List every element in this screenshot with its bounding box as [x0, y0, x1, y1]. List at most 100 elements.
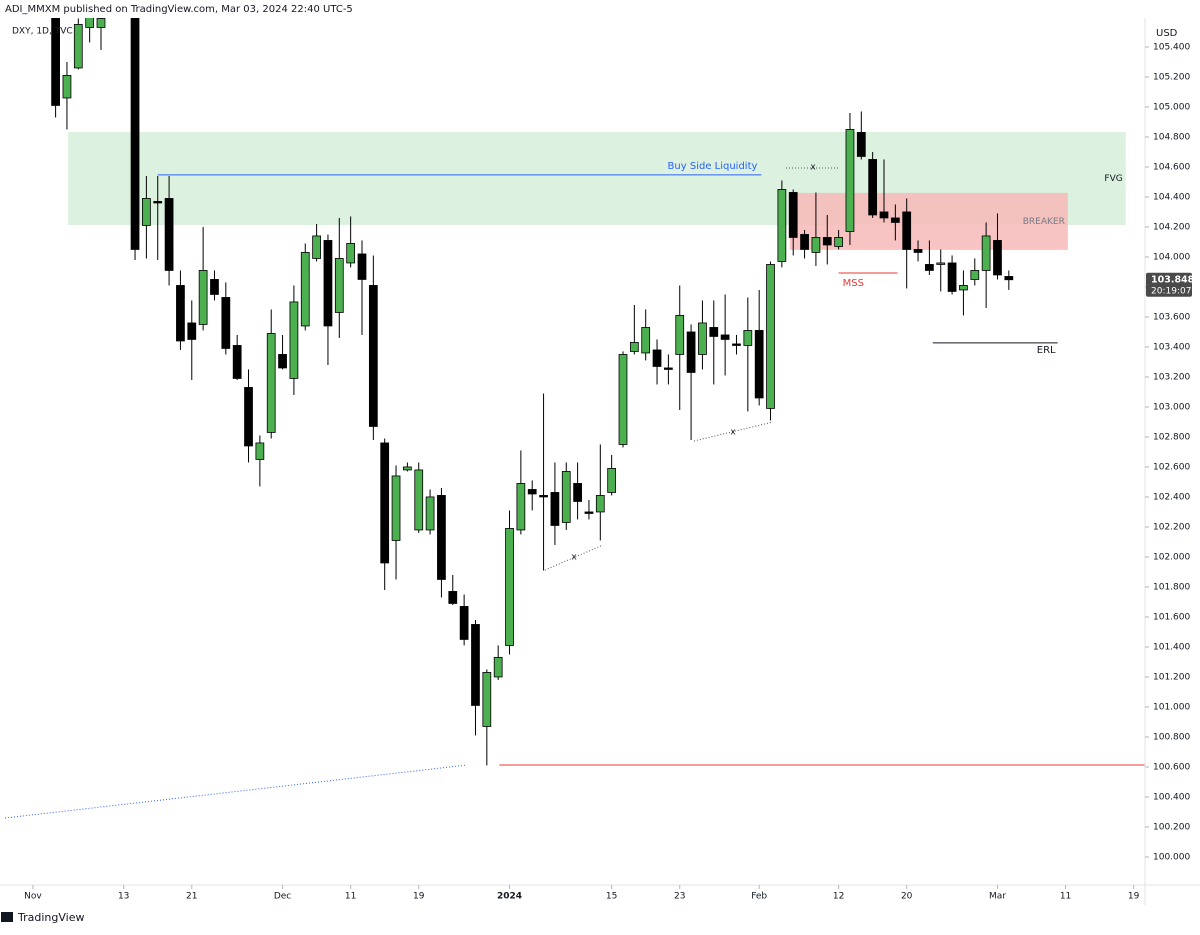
zone-label: BREAKER: [1023, 217, 1065, 227]
x-tick-label: Nov: [24, 892, 42, 902]
candle-body: [595, 495, 605, 513]
candle-body: [516, 483, 526, 531]
x-tick-label: 19: [413, 892, 425, 902]
candle-body: [584, 511, 594, 514]
y-tick-label: 104.400: [1153, 192, 1190, 202]
y-tick-label: 105.000: [1153, 102, 1190, 112]
y-tick-label: 101.400: [1153, 642, 1190, 652]
candle-body: [62, 75, 72, 99]
x-tick-label: 23: [674, 892, 685, 902]
candle-body: [323, 240, 333, 327]
candle-body: [868, 159, 878, 216]
candle-body: [652, 349, 662, 367]
logo: [1, 912, 13, 922]
brand: TradingView: [17, 911, 84, 924]
candle-body: [845, 129, 855, 232]
candle-body: [437, 495, 446, 580]
x-tick-label: 11: [345, 892, 356, 902]
candle-body: [232, 345, 242, 379]
candle-body: [925, 264, 934, 271]
y-tick-label: 104.600: [1153, 162, 1190, 172]
y-tick-label: 100.200: [1153, 822, 1190, 832]
y-tick-label: 102.400: [1153, 492, 1190, 502]
y-tick-label: 102.200: [1153, 522, 1190, 532]
candle-body: [754, 330, 764, 399]
candle-body: [777, 189, 787, 262]
candle-body: [368, 285, 378, 427]
candle-body: [936, 262, 946, 265]
candle-body: [255, 442, 265, 460]
currency: USD: [1156, 28, 1178, 39]
candle-body: [879, 211, 889, 219]
y-tick-label: 101.200: [1153, 672, 1190, 682]
x-tick-label: Mar: [989, 892, 1006, 902]
candle-body: [641, 327, 651, 354]
x-tick-label: 20: [901, 892, 913, 902]
candle-body: [618, 354, 628, 445]
candle-body: [176, 285, 185, 342]
candle-body: [403, 466, 412, 471]
candle-body: [96, 18, 106, 28]
y-tick-label: 103.400: [1153, 342, 1190, 352]
y-tick-label: 103.000: [1153, 402, 1190, 412]
candle-body: [981, 235, 991, 271]
y-tick-label: 104.000: [1153, 252, 1190, 262]
publisher: ADI_MMXM published on TradingView.com, M…: [5, 4, 353, 15]
y-tick-label: 103.600: [1153, 312, 1190, 322]
level-label: ERL: [1037, 345, 1056, 356]
level-label: MSS: [843, 278, 864, 289]
candle-body: [664, 367, 673, 370]
candle-body: [686, 331, 696, 373]
candle-body: [993, 240, 1002, 276]
y-tick-label: 100.000: [1153, 852, 1190, 862]
y-tick-label: 101.000: [1153, 702, 1190, 712]
candle-body: [459, 606, 469, 640]
candle-body: [482, 672, 492, 727]
symbol: DXY, 1D, TVC: [12, 27, 73, 37]
candle-body: [800, 234, 809, 250]
candle-body: [300, 252, 310, 327]
x-tick-label: Feb: [751, 892, 767, 902]
x-mark: x: [571, 553, 577, 563]
x-tick-label: 2024: [497, 892, 522, 902]
y-tick-label: 100.600: [1153, 762, 1190, 772]
last-price-box: [1146, 272, 1192, 297]
candle-body: [539, 495, 548, 498]
candle-body: [198, 270, 208, 325]
candle-body: [834, 237, 843, 247]
candle-body: [629, 342, 639, 352]
y-tick-label: 104.800: [1153, 132, 1190, 142]
zone-label: FVG: [1104, 174, 1122, 184]
y-tick-label: 101.600: [1153, 612, 1190, 622]
candle-body: [573, 483, 582, 502]
candle-body: [187, 322, 197, 340]
candle-body: [266, 333, 276, 433]
candle-body: [698, 322, 707, 355]
candle-body: [289, 301, 299, 379]
candle-body: [334, 258, 344, 313]
candle-body: [856, 132, 866, 157]
candle-body: [1004, 276, 1014, 281]
y-tick-label: 102.600: [1153, 462, 1190, 472]
candle-body: [527, 489, 537, 495]
candle-body: [142, 198, 151, 226]
candle-body: [221, 297, 231, 349]
candle-body: [902, 211, 912, 250]
y-tick-label: 103.200: [1153, 372, 1190, 382]
x-tick-label: 11: [1060, 892, 1071, 902]
candle-body: [550, 492, 560, 526]
candle-body: [709, 327, 719, 337]
candle-body: [312, 235, 321, 259]
candle-body: [811, 237, 821, 253]
zones: FVG BREAKER: [68, 132, 1126, 250]
countdown: 20:19:07: [1151, 286, 1191, 296]
candle-body: [448, 591, 458, 604]
candle-body: [278, 354, 287, 369]
x-tick-label: 19: [1128, 892, 1140, 902]
candle-body: [51, 18, 60, 106]
candle-body: [244, 387, 253, 447]
candle-body: [788, 192, 798, 238]
candle-body: [380, 442, 390, 564]
